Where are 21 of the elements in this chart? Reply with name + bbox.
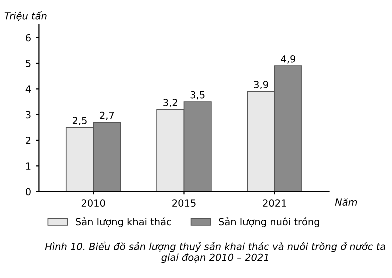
- x-tick-label: 2021: [263, 200, 286, 207]
- y-tick-label: 3: [26, 111, 31, 119]
- x-tick-label: 2015: [172, 200, 196, 207]
- legend-label: Sản lượng nuôi trồng: [219, 217, 320, 228]
- y-tick-label: 5: [26, 60, 31, 68]
- text: Hình 10. Biểu đồ sản lượng thuỷ sản khai thác và nuôi trồng ở nước ta giai đoạn 2010 – 2021: [45, 242, 386, 264]
- y-tick-label: 1: [26, 162, 31, 170]
- data-label: 4,9: [281, 55, 296, 64]
- data-label: 2,5: [72, 117, 87, 126]
- data-label: 2,7: [100, 112, 114, 120]
- x-axis-title: Năm: [335, 198, 358, 206]
- y-axis-title: Triệu tấn: [4, 11, 47, 22]
- y-tick-label: 6: [26, 34, 31, 42]
- legend-label: Sản lượng khai thác: [76, 218, 172, 228]
- data-label: 3,9: [254, 81, 268, 90]
- data-label: 3,5: [190, 91, 205, 100]
- data-label: 3,2: [164, 99, 178, 108]
- x-tick-label: 2010: [82, 200, 106, 207]
- y-tick-label: 0: [26, 188, 31, 196]
- y-tick-label: 4: [26, 86, 32, 93]
- y-tick-label: 2: [26, 136, 31, 144]
